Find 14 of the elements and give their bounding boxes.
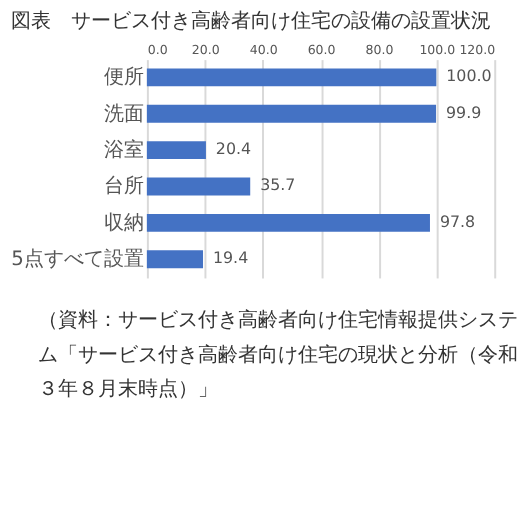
data-label: 35.7: [260, 176, 296, 195]
data-label: 99.9: [445, 103, 482, 122]
y-tick-label: 台所: [103, 174, 144, 199]
y-tick-label: 5点すべて設置: [11, 247, 144, 272]
chart-title: 図表 サービス付き高齢者向け住宅の設備の設置状況: [11, 9, 492, 34]
y-tick-label: 洗面: [103, 101, 144, 126]
y-tick-label: 便所: [103, 65, 144, 90]
y-tick-label: 収納: [103, 210, 144, 235]
data-label: 100.0: [446, 67, 492, 86]
y-tick-label: 浴室: [103, 138, 144, 163]
text: （資料：サービス付き高齢者向け住宅情報提供システム「サービス付き高齢者向け住宅の現状と分析（令和３年８月末時点）」: [37, 308, 518, 402]
data-label: 97.8: [439, 212, 476, 231]
data-label: 19.4: [212, 249, 249, 268]
data-label: 20.4: [215, 140, 252, 159]
